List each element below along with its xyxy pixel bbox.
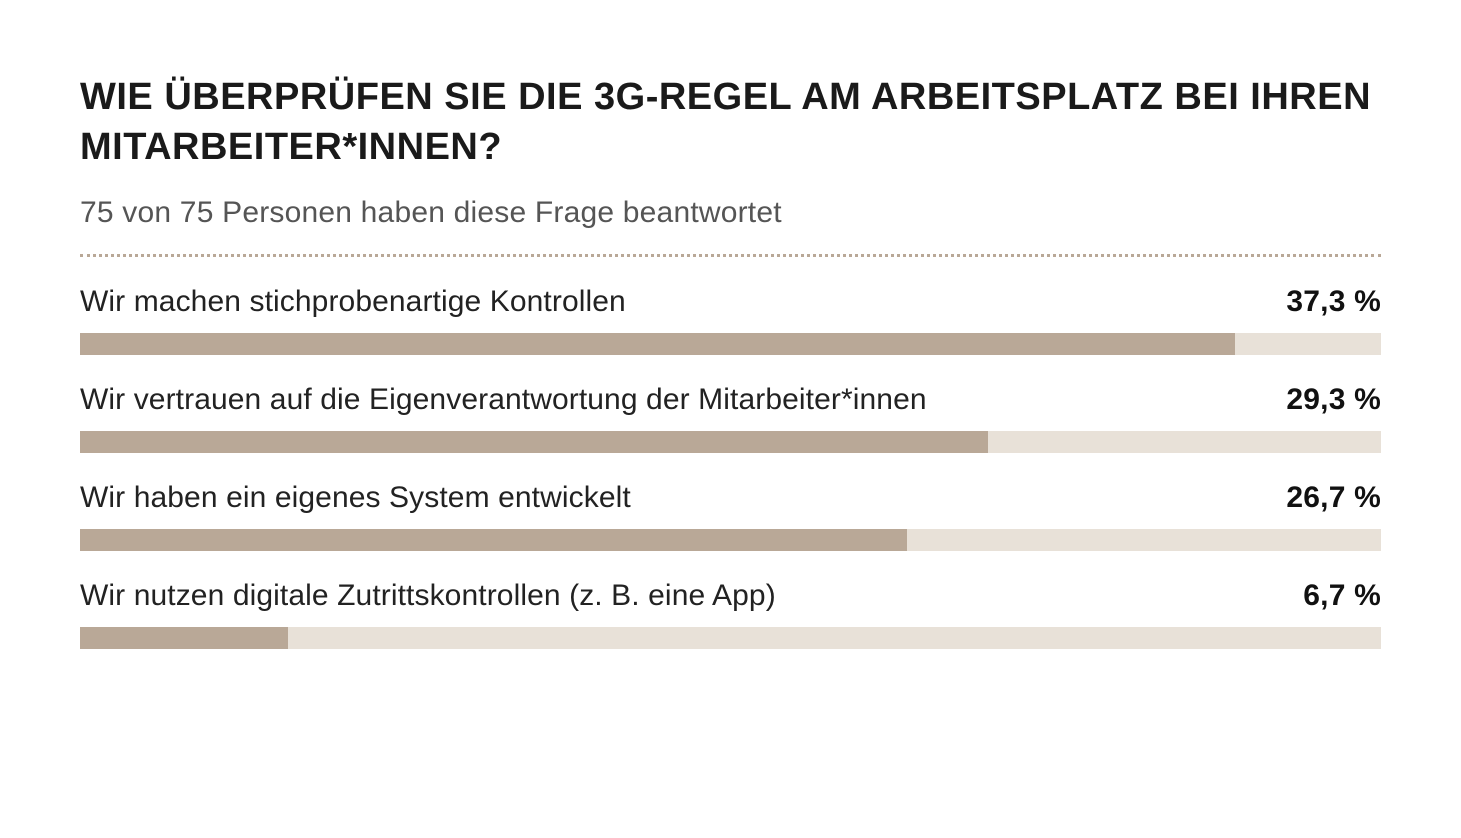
bar-label: Wir nutzen digitale Zutrittskontrollen (… (80, 579, 776, 613)
bar-rows: Wir machen stichprobenartige Kontrollen … (80, 285, 1381, 649)
bar-track (80, 333, 1381, 355)
bar-row: Wir machen stichprobenartige Kontrollen … (80, 285, 1381, 355)
bar-value: 37,3 % (1286, 285, 1381, 319)
bar-label: Wir haben ein eigenes System entwickelt (80, 481, 631, 515)
survey-chart: WIE ÜBERPRÜFEN SIE DIE 3G-REGEL AM ARBEI… (0, 0, 1461, 717)
bar-fill (80, 529, 907, 551)
chart-subtitle: 75 von 75 Personen haben diese Frage bea… (80, 196, 1381, 230)
bar-value: 26,7 % (1286, 481, 1381, 515)
bar-fill (80, 431, 988, 453)
bar-value: 29,3 % (1286, 383, 1381, 417)
bar-row: Wir vertrauen auf die Eigenverantwortung… (80, 383, 1381, 453)
bar-track (80, 431, 1381, 453)
bar-fill (80, 333, 1235, 355)
bar-track (80, 529, 1381, 551)
bar-fill (80, 627, 288, 649)
bar-row: Wir haben ein eigenes System entwickelt … (80, 481, 1381, 551)
bar-label: Wir machen stichprobenartige Kontrollen (80, 285, 626, 319)
bar-track (80, 627, 1381, 649)
chart-title: WIE ÜBERPRÜFEN SIE DIE 3G-REGEL AM ARBEI… (80, 72, 1380, 172)
divider-dotted (80, 254, 1381, 257)
bar-row: Wir nutzen digitale Zutrittskontrollen (… (80, 579, 1381, 649)
bar-label: Wir vertrauen auf die Eigenverantwortung… (80, 383, 927, 417)
bar-value: 6,7 % (1303, 579, 1381, 613)
